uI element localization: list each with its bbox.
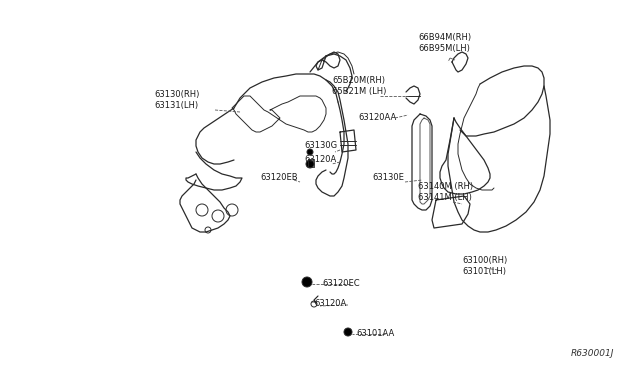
Circle shape: [306, 160, 314, 168]
Text: 63120AA: 63120AA: [358, 113, 396, 122]
Text: 66B94M(RH)
66B95M(LH): 66B94M(RH) 66B95M(LH): [418, 33, 471, 53]
Circle shape: [307, 149, 313, 155]
Text: 63130(RH)
63131(LH): 63130(RH) 63131(LH): [154, 90, 200, 110]
Text: 63100(RH)
63101(LH): 63100(RH) 63101(LH): [462, 256, 508, 276]
Text: 63120A: 63120A: [314, 298, 346, 308]
Text: 63130E: 63130E: [372, 173, 404, 183]
Circle shape: [302, 277, 312, 287]
Text: 63120A: 63120A: [304, 155, 336, 164]
Text: 63120EC: 63120EC: [322, 279, 360, 288]
Text: 63101AA: 63101AA: [356, 328, 394, 337]
Text: R630001J: R630001J: [571, 349, 614, 358]
Circle shape: [344, 328, 352, 336]
Text: 65B20M(RH)
65B21M (LH): 65B20M(RH) 65B21M (LH): [332, 76, 387, 96]
Text: 63120EB: 63120EB: [260, 173, 298, 183]
Text: 63140M (RH)
63141M (LH): 63140M (RH) 63141M (LH): [418, 182, 473, 202]
Text: 63130G: 63130G: [304, 141, 337, 151]
